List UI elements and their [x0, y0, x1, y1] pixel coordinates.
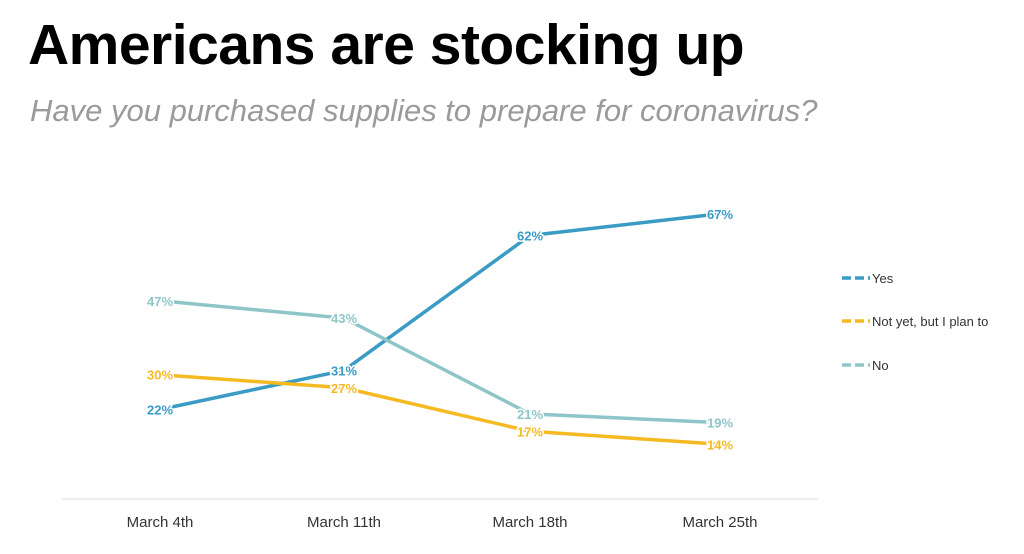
data-label-no-2: 21% [517, 407, 543, 422]
data-label-not-yet-but-i-plan-to-0: 30% [147, 368, 173, 383]
data-point-not-yet-but-i-plan-to-3 [718, 442, 722, 446]
chart-title: Americans are stocking up [28, 13, 745, 77]
data-point-no-1 [342, 316, 346, 320]
legend-label-no: No [872, 358, 889, 373]
series-line-yes [158, 212, 722, 412]
data-point-yes-0 [158, 408, 162, 411]
series-line-no [158, 299, 722, 425]
legend-label-yes: Yes [872, 271, 894, 286]
data-label-no-1: 43% [331, 311, 357, 326]
data-point-no-3 [718, 421, 722, 425]
data-point-yes-2 [528, 234, 532, 237]
data-point-no-0 [158, 299, 162, 303]
data-point-not-yet-but-i-plan-to-2 [528, 429, 532, 433]
data-point-yes-3 [718, 212, 722, 216]
x-tick-label-2: March 18th [492, 514, 567, 531]
chart-subtitle: Have you purchased supplies to prepare f… [30, 93, 818, 128]
data-label-no-0: 47% [147, 294, 173, 309]
x-tick-label-1: March 11th [307, 514, 381, 531]
data-point-not-yet-but-i-plan-to-1 [342, 386, 346, 390]
data-point-yes-1 [342, 368, 346, 372]
data-label-yes-0: 22% [147, 403, 173, 418]
x-tick-label-0: March 4th [127, 514, 194, 531]
data-label-no-3: 19% [707, 416, 733, 431]
x-tick-label-3: March 25th [682, 514, 757, 531]
data-label-yes-2: 62% [517, 229, 543, 244]
data-point-not-yet-but-i-plan-to-0 [158, 373, 162, 377]
data-label-not-yet-but-i-plan-to-3: 14% [707, 437, 733, 452]
data-label-not-yet-but-i-plan-to-2: 17% [517, 424, 543, 439]
series-line-not-yet-but-i-plan-to [158, 372, 722, 447]
data-label-yes-1: 31% [331, 363, 357, 378]
data-label-not-yet-but-i-plan-to-1: 27% [331, 381, 357, 396]
legend-label-not-yet-but-i-plan-to: Not yet, but I plan to [872, 314, 988, 329]
data-label-yes-3: 67% [707, 207, 733, 222]
data-point-no-2 [528, 412, 532, 416]
